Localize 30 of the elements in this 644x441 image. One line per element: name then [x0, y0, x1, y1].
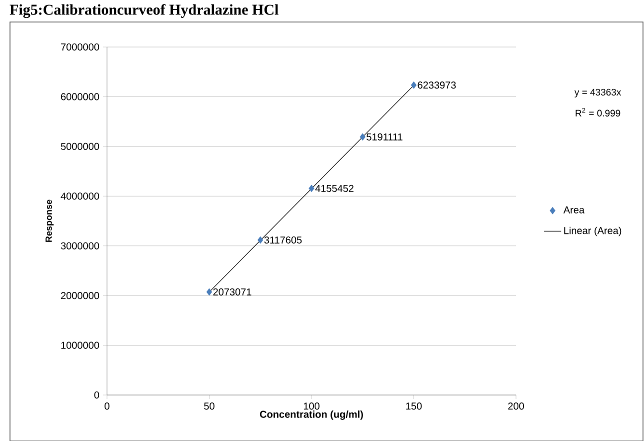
x-tick-label: 50 [204, 402, 214, 410]
data-label: 3117605 [264, 236, 302, 244]
text: y = 43363x [574, 88, 622, 98]
data-label: 2073071 [213, 288, 252, 296]
data-label: 4155452 [315, 184, 354, 192]
y-tick-label: 1000000 [61, 342, 100, 349]
x-tick-label: 200 [508, 402, 524, 410]
text: R$^{2}$ = 0.999 [576, 108, 620, 117]
data-label: 6233973 [418, 82, 456, 89]
x-axis-title: Concentration (ug/ml) [260, 410, 363, 420]
chart-title: Fig5:Calibrationcurveof Hydralazine HCl [10, 4, 278, 18]
point [206, 288, 212, 296]
legend-label: Linear (Area) [564, 226, 622, 236]
y-tick-label: 3000000 [60, 242, 100, 250]
y-tick-label: 5000000 [60, 142, 100, 150]
point [360, 133, 366, 141]
y-tick-label: 2000000 [61, 292, 100, 300]
x-tick-label: 100 [304, 402, 320, 410]
x-tick-label: 0 [104, 402, 110, 410]
point [308, 184, 314, 192]
legend-label: Area [563, 206, 585, 214]
y-tick-label: 0 [94, 391, 100, 399]
y-tick-label: 7000000 [61, 43, 100, 51]
point [410, 81, 417, 89]
data-label: 5191111 [366, 133, 402, 140]
x-tick-label: 150 [406, 402, 422, 410]
y-axis-title: Response [46, 200, 54, 242]
y-tick-label: 6000000 [61, 93, 100, 100]
point [258, 236, 264, 244]
y-tick-label: 4000000 [60, 192, 100, 200]
